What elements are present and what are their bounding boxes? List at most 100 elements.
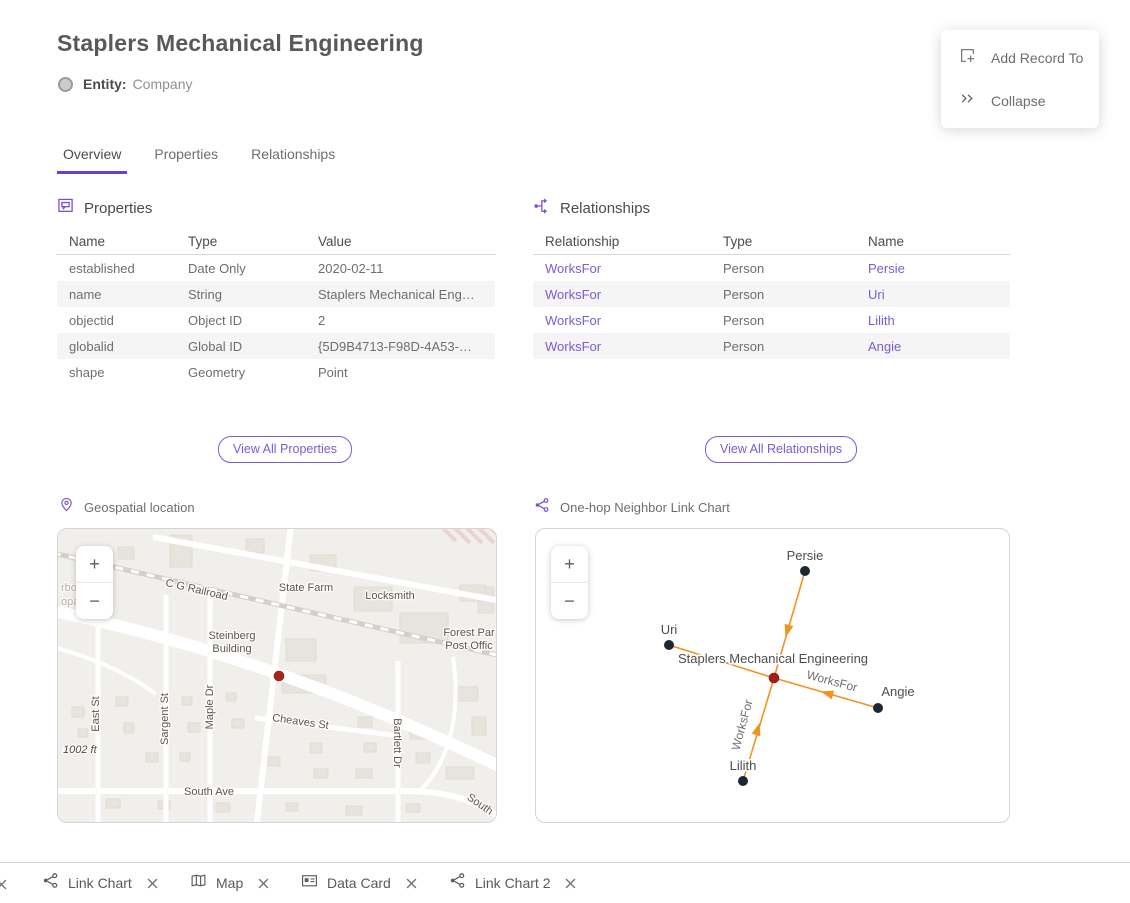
svg-text:Forest Par: Forest Par [443, 627, 495, 639]
node-lilith[interactable] [738, 776, 748, 786]
entity-link[interactable]: Uri [868, 287, 885, 302]
table-row: WorksFor Person Angie [533, 333, 1010, 359]
tab-relationships[interactable]: Relationships [245, 142, 341, 174]
link-chart-canvas: WorksFor WorksFor Persie Uri Angie Lilit… [536, 529, 1009, 822]
svg-text:1002 ft: 1002 ft [63, 744, 98, 756]
relationship-link[interactable]: WorksFor [545, 287, 601, 302]
table-row: established Date Only 2020-02-11 [57, 255, 495, 281]
map-panel[interactable]: rbour opaedics C G Railroad State Farm L… [57, 528, 497, 823]
chart-node-labels: Persie Uri Angie Lilith Staplers Mechani… [661, 548, 915, 773]
view-all-properties-button[interactable]: View All Properties [218, 436, 352, 463]
entity-type-value: Company [133, 76, 193, 92]
table-row: WorksFor Person Lilith [533, 307, 1010, 333]
chart-nodes [664, 566, 883, 786]
chart-zoom-in-button[interactable]: + [551, 546, 588, 582]
bottom-tab-link-chart-2[interactable]: Link Chart 2 [449, 863, 576, 903]
link-chart-icon [42, 872, 59, 894]
svg-text:Steinberg: Steinberg [208, 630, 255, 642]
map-pin-icon [59, 497, 74, 517]
entity-link[interactable]: Persie [868, 261, 905, 276]
close-icon[interactable] [565, 878, 576, 889]
svg-text:Persie: Persie [787, 548, 824, 563]
tab-label: Link Chart [68, 875, 132, 891]
bottom-tab-link-chart[interactable]: Link Chart [42, 863, 158, 903]
properties-table-header: Name Type Value [57, 229, 495, 255]
col-relationship: Relationship [533, 234, 723, 249]
entity-type-icon [58, 77, 73, 92]
col-name: Name [57, 234, 188, 249]
menu-item-label: Add Record To [991, 50, 1083, 66]
properties-section-header: Properties [57, 197, 152, 219]
properties-icon [57, 197, 74, 219]
svg-text:Locksmith: Locksmith [365, 590, 415, 602]
link-chart-icon [534, 497, 550, 518]
bottom-tab-map[interactable]: Map [190, 863, 269, 903]
tab-properties[interactable]: Properties [148, 142, 224, 174]
center-node-label: Staplers Mechanical Engineering [678, 651, 868, 666]
tab-overview[interactable]: Overview [57, 142, 127, 174]
properties-table: Name Type Value established Date Only 20… [57, 229, 495, 385]
add-record-icon [959, 47, 976, 69]
edge-label: WorksFor [805, 668, 859, 695]
close-icon[interactable] [147, 878, 158, 889]
node-uri[interactable] [664, 640, 674, 650]
relationship-link[interactable]: WorksFor [545, 313, 601, 328]
edge-label: WorksFor [729, 698, 756, 752]
link-chart-panel[interactable]: WorksFor WorksFor Persie Uri Angie Lilit… [535, 528, 1010, 823]
map-canvas: rbour opaedics C G Railroad State Farm L… [58, 529, 496, 822]
svg-text:State Farm: State Farm [279, 582, 333, 594]
relationships-icon [533, 197, 550, 219]
view-all-relationships-button[interactable]: View All Relationships [705, 436, 857, 463]
svg-text:South Ave: South Ave [184, 786, 234, 798]
relationships-table-header: Relationship Type Name [533, 229, 1010, 255]
map-zoom-in-button[interactable]: + [76, 546, 113, 582]
relationship-link[interactable]: WorksFor [545, 261, 601, 276]
node-angie[interactable] [873, 703, 883, 713]
geospatial-section-header: Geospatial location [59, 497, 195, 517]
svg-text:Sargent St: Sargent St [159, 693, 171, 745]
tab-label: Link Chart 2 [475, 875, 550, 891]
link-chart-icon [449, 872, 466, 894]
relationships-title: Relationships [560, 200, 650, 217]
table-row: shape Geometry Point [57, 359, 495, 385]
entity-link[interactable]: Lilith [868, 313, 895, 328]
bottom-tab-data-card[interactable]: Data Card [301, 863, 417, 903]
close-icon[interactable] [0, 877, 7, 895]
table-row: name String Staplers Mechanical Eng… [57, 281, 495, 307]
page-title: Staplers Mechanical Engineering [57, 30, 424, 57]
menu-item-collapse[interactable]: Collapse [941, 79, 1099, 122]
map-entity-marker[interactable] [274, 671, 284, 681]
svg-text:Bartlett Dr: Bartlett Dr [391, 718, 403, 768]
menu-item-add-record-to[interactable]: Add Record To [941, 36, 1099, 79]
linkchart-section-header: One-hop Neighbor Link Chart [534, 497, 730, 518]
svg-text:Lilith: Lilith [730, 758, 757, 773]
table-row: WorksFor Person Uri [533, 281, 1010, 307]
data-card-icon [301, 872, 318, 894]
menu-item-label: Collapse [991, 93, 1045, 109]
linkchart-title: One-hop Neighbor Link Chart [560, 500, 730, 515]
svg-text:Maple Dr: Maple Dr [204, 684, 216, 729]
table-row: WorksFor Person Persie [533, 255, 1010, 281]
relationship-link[interactable]: WorksFor [545, 339, 601, 354]
svg-text:Building: Building [212, 643, 251, 655]
map-zoom-out-button[interactable]: − [76, 582, 113, 619]
col-value: Value [318, 234, 495, 249]
svg-text:Angie: Angie [881, 684, 914, 699]
svg-text:Uri: Uri [661, 622, 678, 637]
map-zoom-control: + − [76, 546, 113, 619]
node-persie[interactable] [800, 566, 810, 576]
chart-zoom-out-button[interactable]: − [551, 582, 588, 619]
close-icon[interactable] [258, 878, 269, 889]
entity-row: Entity: Company [58, 76, 192, 92]
entity-link[interactable]: Angie [868, 339, 901, 354]
tab-bar: Overview Properties Relationships [57, 142, 362, 174]
entity-label: Entity: [83, 76, 127, 92]
table-row: objectid Object ID 2 [57, 307, 495, 333]
tab-label: Map [216, 875, 243, 891]
table-row: globalid Global ID {5D9B4713-F98D-4A53-… [57, 333, 495, 359]
close-icon[interactable] [406, 878, 417, 889]
context-menu: Add Record To Collapse [941, 30, 1099, 128]
node-center[interactable] [769, 673, 779, 683]
chart-zoom-control: + − [551, 546, 588, 619]
properties-title: Properties [84, 200, 152, 217]
